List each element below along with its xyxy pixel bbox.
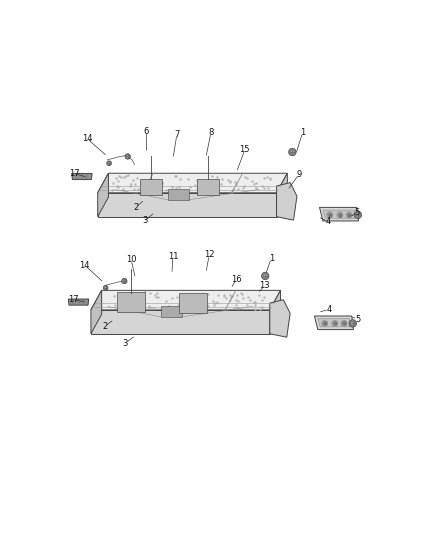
Circle shape [122, 278, 127, 284]
Text: 16: 16 [231, 275, 242, 284]
Circle shape [356, 213, 360, 217]
Text: 4: 4 [326, 305, 332, 314]
FancyBboxPatch shape [140, 179, 162, 195]
Polygon shape [270, 290, 281, 334]
Polygon shape [276, 173, 287, 217]
Text: 11: 11 [168, 252, 178, 261]
Polygon shape [68, 299, 88, 305]
Text: 13: 13 [259, 281, 270, 290]
Text: 12: 12 [204, 251, 215, 260]
Circle shape [126, 155, 129, 158]
Text: 14: 14 [79, 261, 90, 270]
Text: 17: 17 [69, 169, 80, 178]
Circle shape [327, 212, 332, 217]
Text: 8: 8 [208, 128, 214, 137]
Polygon shape [276, 183, 297, 220]
Text: 10: 10 [126, 255, 136, 264]
Circle shape [103, 286, 108, 290]
Circle shape [337, 212, 343, 217]
Text: 15: 15 [240, 145, 250, 154]
Circle shape [108, 162, 110, 165]
Text: 5: 5 [355, 315, 360, 324]
Circle shape [354, 211, 362, 219]
Circle shape [349, 320, 357, 327]
Text: 17: 17 [68, 295, 79, 304]
Text: 6: 6 [144, 127, 149, 136]
Polygon shape [98, 173, 287, 193]
FancyBboxPatch shape [198, 179, 219, 195]
Circle shape [107, 161, 111, 166]
Circle shape [261, 272, 269, 280]
FancyBboxPatch shape [117, 292, 145, 312]
Text: 4: 4 [325, 217, 331, 226]
Text: 5: 5 [354, 208, 360, 216]
FancyBboxPatch shape [168, 189, 189, 200]
Polygon shape [91, 290, 281, 310]
Polygon shape [98, 173, 109, 217]
Circle shape [346, 212, 352, 217]
Circle shape [104, 287, 107, 289]
Polygon shape [91, 290, 102, 334]
Circle shape [263, 274, 267, 278]
Text: 3: 3 [142, 216, 148, 225]
Polygon shape [319, 207, 359, 221]
Text: 14: 14 [82, 134, 92, 143]
Text: 1: 1 [300, 128, 305, 137]
Circle shape [351, 321, 355, 326]
Text: 7: 7 [174, 130, 180, 139]
Circle shape [289, 148, 296, 156]
Circle shape [123, 279, 126, 282]
Polygon shape [323, 210, 356, 218]
Circle shape [322, 321, 327, 326]
FancyBboxPatch shape [161, 306, 182, 317]
Text: 2: 2 [133, 203, 138, 212]
Circle shape [125, 154, 131, 159]
Circle shape [290, 150, 294, 154]
Polygon shape [270, 300, 290, 337]
Text: 3: 3 [123, 338, 128, 348]
Polygon shape [314, 316, 353, 329]
Text: 2: 2 [102, 322, 108, 330]
Circle shape [341, 321, 346, 326]
Circle shape [332, 321, 338, 326]
Polygon shape [91, 310, 270, 334]
Polygon shape [98, 193, 276, 217]
FancyBboxPatch shape [179, 293, 207, 313]
Text: 9: 9 [297, 169, 302, 179]
Polygon shape [318, 319, 351, 327]
Text: 1: 1 [268, 254, 274, 263]
Polygon shape [72, 173, 92, 180]
